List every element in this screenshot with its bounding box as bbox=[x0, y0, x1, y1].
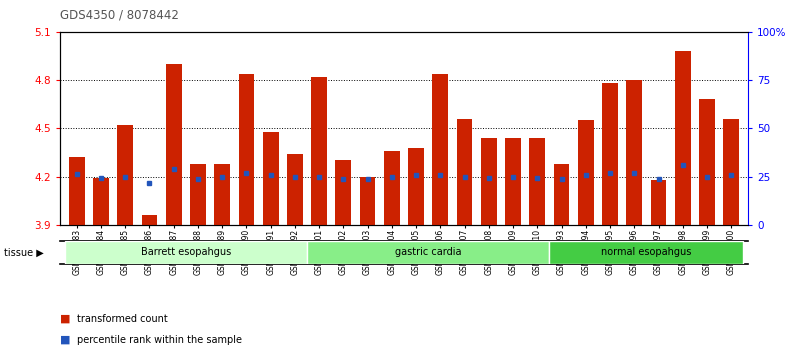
Bar bbox=[68, 157, 84, 225]
Bar bbox=[505, 138, 521, 225]
Text: ■: ■ bbox=[60, 335, 70, 345]
Bar bbox=[675, 51, 691, 225]
Bar bbox=[64, 241, 307, 264]
Bar bbox=[360, 177, 376, 225]
Bar bbox=[457, 119, 473, 225]
Bar bbox=[263, 132, 279, 225]
Bar bbox=[650, 180, 666, 225]
Text: ■: ■ bbox=[60, 314, 70, 324]
Bar bbox=[190, 164, 206, 225]
Bar bbox=[408, 148, 424, 225]
Bar bbox=[549, 241, 743, 264]
Text: tissue ▶: tissue ▶ bbox=[4, 248, 44, 258]
Bar bbox=[529, 138, 545, 225]
Text: Barrett esopahgus: Barrett esopahgus bbox=[141, 247, 231, 257]
Bar bbox=[93, 178, 109, 225]
Bar bbox=[699, 99, 715, 225]
Bar bbox=[432, 74, 448, 225]
Bar bbox=[626, 80, 642, 225]
Bar bbox=[239, 74, 254, 225]
Bar bbox=[307, 241, 549, 264]
Text: transformed count: transformed count bbox=[77, 314, 168, 324]
Bar bbox=[214, 164, 230, 225]
Bar bbox=[335, 160, 351, 225]
Bar bbox=[142, 215, 158, 225]
Bar bbox=[554, 164, 569, 225]
Bar bbox=[602, 83, 618, 225]
Text: GDS4350 / 8078442: GDS4350 / 8078442 bbox=[60, 9, 178, 22]
Bar bbox=[166, 64, 181, 225]
Bar bbox=[578, 120, 594, 225]
Bar bbox=[724, 119, 739, 225]
Text: normal esopahgus: normal esopahgus bbox=[601, 247, 692, 257]
Bar bbox=[117, 125, 133, 225]
Bar bbox=[481, 138, 497, 225]
Bar bbox=[384, 151, 400, 225]
Text: percentile rank within the sample: percentile rank within the sample bbox=[77, 335, 242, 345]
Bar bbox=[287, 154, 302, 225]
Bar bbox=[311, 77, 327, 225]
Text: gastric cardia: gastric cardia bbox=[395, 247, 462, 257]
